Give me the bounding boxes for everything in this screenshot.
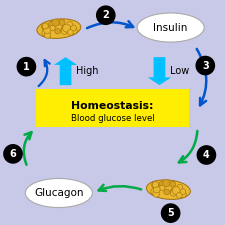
- Ellipse shape: [137, 13, 204, 42]
- Circle shape: [61, 28, 67, 34]
- Circle shape: [176, 192, 182, 198]
- Circle shape: [67, 21, 72, 27]
- Circle shape: [170, 190, 176, 196]
- Circle shape: [62, 26, 67, 31]
- Ellipse shape: [146, 180, 190, 199]
- Text: Insulin: Insulin: [153, 22, 188, 33]
- Circle shape: [52, 19, 59, 26]
- Circle shape: [59, 20, 65, 25]
- Circle shape: [17, 57, 36, 76]
- Circle shape: [151, 188, 157, 195]
- Circle shape: [41, 23, 48, 29]
- Circle shape: [70, 27, 77, 34]
- Text: 2: 2: [102, 10, 109, 20]
- Text: Blood glucose level: Blood glucose level: [71, 114, 154, 123]
- Circle shape: [64, 26, 70, 32]
- Circle shape: [63, 24, 71, 32]
- Circle shape: [152, 182, 158, 188]
- Text: 1: 1: [23, 62, 30, 72]
- Circle shape: [55, 28, 60, 34]
- Ellipse shape: [25, 178, 92, 207]
- Ellipse shape: [37, 19, 81, 38]
- Circle shape: [172, 187, 180, 194]
- Text: 3: 3: [202, 61, 209, 71]
- Circle shape: [68, 27, 74, 33]
- Circle shape: [42, 30, 48, 36]
- Circle shape: [177, 190, 183, 196]
- Circle shape: [197, 145, 216, 165]
- Circle shape: [171, 188, 177, 193]
- Circle shape: [170, 181, 176, 187]
- Circle shape: [152, 182, 158, 189]
- Circle shape: [180, 189, 186, 195]
- Circle shape: [50, 25, 55, 31]
- Circle shape: [61, 27, 67, 33]
- Text: 6: 6: [10, 149, 16, 159]
- Circle shape: [68, 29, 73, 35]
- Text: 4: 4: [203, 150, 210, 160]
- Text: Low: Low: [169, 66, 189, 76]
- Circle shape: [42, 23, 48, 29]
- Circle shape: [44, 27, 51, 34]
- Circle shape: [170, 189, 177, 195]
- Circle shape: [160, 185, 165, 191]
- Circle shape: [44, 32, 51, 38]
- Circle shape: [71, 27, 77, 34]
- Circle shape: [49, 21, 54, 27]
- Circle shape: [180, 191, 186, 198]
- Circle shape: [159, 181, 165, 187]
- Circle shape: [161, 203, 180, 223]
- Circle shape: [177, 184, 183, 190]
- Circle shape: [163, 180, 170, 187]
- Text: Homeostasis:: Homeostasis:: [71, 101, 154, 111]
- Circle shape: [96, 5, 116, 25]
- Circle shape: [153, 191, 160, 197]
- Circle shape: [196, 56, 215, 75]
- Circle shape: [153, 186, 160, 193]
- Circle shape: [70, 25, 76, 31]
- Circle shape: [179, 190, 186, 198]
- Text: 5: 5: [167, 208, 174, 218]
- Circle shape: [164, 189, 170, 195]
- Circle shape: [42, 24, 48, 30]
- Text: Glucagon: Glucagon: [34, 188, 83, 198]
- Text: High: High: [76, 66, 98, 76]
- Circle shape: [152, 182, 158, 188]
- FancyBboxPatch shape: [36, 89, 189, 127]
- Circle shape: [3, 144, 23, 164]
- Circle shape: [173, 188, 179, 194]
